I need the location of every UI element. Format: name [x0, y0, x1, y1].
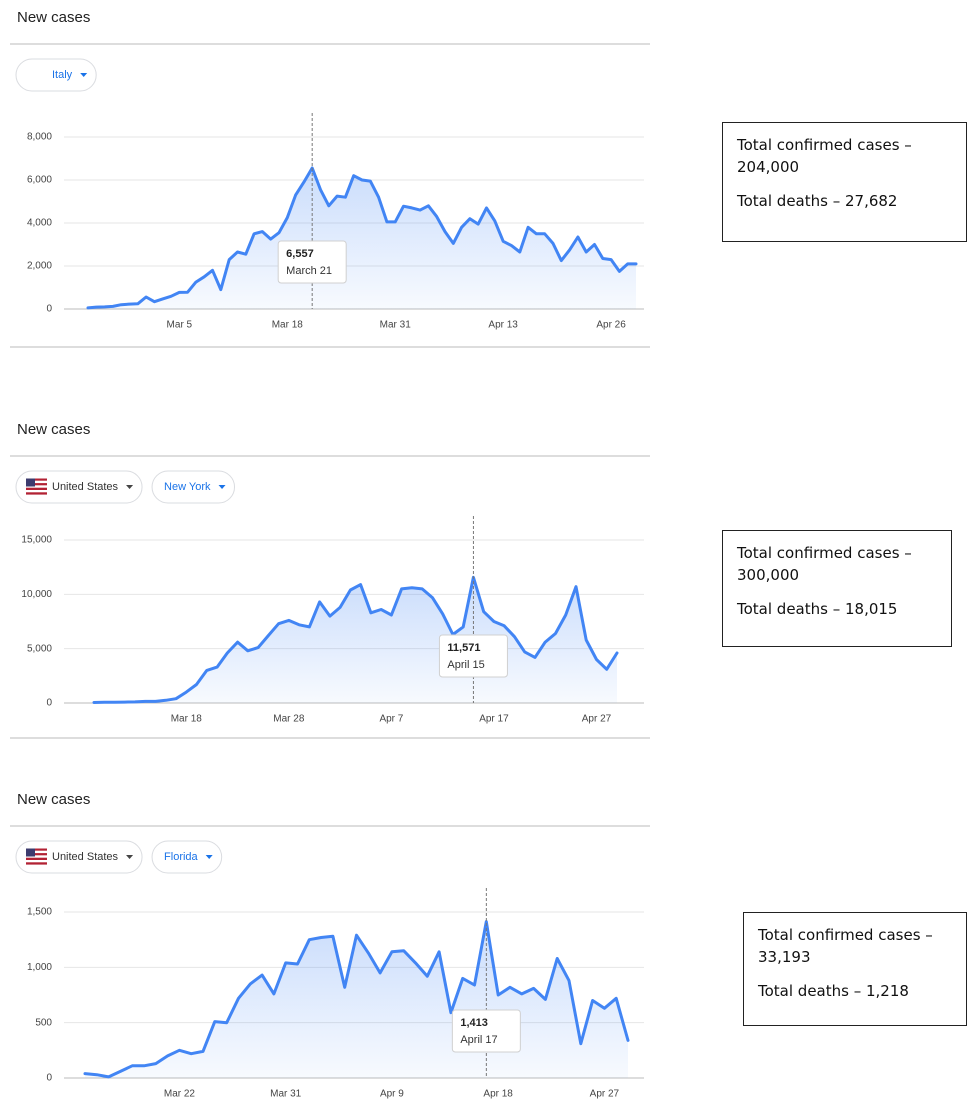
x-tick-label: Apr 27: [582, 714, 612, 725]
summary-text: Total deaths – 18,015: [737, 599, 898, 618]
chip-label: Italy: [52, 69, 73, 81]
x-tick-label: Mar 31: [270, 1089, 302, 1100]
flag: [26, 848, 47, 851]
chip-bg: [15, 840, 143, 874]
y-tick-label: 0: [46, 698, 52, 709]
x-tick-label: Apr 9: [380, 1089, 404, 1100]
x-tick-label: Mar 28: [273, 714, 305, 725]
flag: [26, 855, 47, 858]
x-tick-label: Mar 5: [167, 320, 193, 331]
line: [83, 920, 630, 1079]
flag: [26, 490, 47, 493]
chip-bg: [151, 470, 236, 504]
x-tick-label: Mar 18: [171, 714, 203, 725]
x-tick-label: Apr 18: [483, 1089, 513, 1100]
y-tick-label: 8,000: [27, 132, 52, 143]
tooltip-value: 11,571: [447, 642, 480, 654]
y-tick-label: 1,500: [27, 907, 52, 918]
flag: [26, 485, 47, 488]
y-tick-label: 10,000: [21, 589, 52, 600]
chip-arrow: [126, 855, 134, 859]
panel-title: New cases: [17, 421, 90, 438]
summary-text: Total confirmed cases – 300,000: [737, 544, 912, 584]
line: [92, 575, 619, 704]
chip-label: United States: [52, 851, 119, 863]
y-tick-label: 5,000: [27, 643, 52, 654]
flag: [26, 850, 47, 854]
y-tick-label: 0: [46, 304, 52, 315]
flag: [26, 478, 35, 487]
summary-box: Total confirmed cases – 300,000 Total dea…: [722, 530, 952, 647]
tooltip-date: April 15: [447, 659, 484, 671]
tooltip: [451, 1009, 521, 1053]
filter-chip[interactable]: New York: [151, 470, 236, 504]
summary-box: Total confirmed cases – 204,000 Total dea…: [722, 122, 967, 242]
summary-text: Total confirmed cases – 204,000: [737, 136, 912, 176]
filter-chip[interactable]: Italy: [15, 58, 97, 92]
chip-label: United States: [52, 481, 119, 493]
tooltip-value: 1,413: [460, 1017, 488, 1029]
tooltip: [438, 634, 508, 678]
y-tick-label: 0: [46, 1073, 52, 1084]
flag: [26, 483, 47, 486]
chip-arrow: [80, 73, 88, 77]
y-tick-label: 6,000: [27, 175, 52, 186]
chip-bg: [151, 840, 223, 874]
area: [88, 168, 636, 309]
line: [86, 166, 638, 310]
tooltip-date: March 21: [286, 265, 332, 277]
y-tick-label: 4,000: [27, 218, 52, 229]
tooltip-value: 6,557: [286, 248, 314, 260]
summary-text: Total deaths – 1,218: [758, 981, 909, 1000]
chip-label: Florida: [164, 851, 199, 863]
flag: [26, 848, 35, 857]
y-tick-label: 1,000: [27, 962, 52, 973]
x-tick-label: Apr 17: [479, 714, 509, 725]
panel-title: New cases: [17, 9, 90, 26]
summary-text: Total deaths – 27,682: [737, 191, 898, 210]
x-tick-label: Mar 22: [164, 1089, 196, 1100]
chip-bg: [15, 58, 97, 92]
summary-text: Total confirmed cases – 33,193: [758, 926, 933, 966]
chip-arrow: [205, 855, 213, 859]
x-tick-label: Apr 26: [596, 320, 626, 331]
y-tick-label: 500: [35, 1017, 52, 1028]
flag: [26, 478, 47, 481]
filter-chip[interactable]: United States: [15, 470, 143, 504]
tooltip-date: April 17: [460, 1034, 497, 1046]
flag: [26, 857, 47, 860]
x-tick-label: Apr 13: [488, 320, 518, 331]
filter-chip[interactable]: United States: [15, 840, 143, 874]
flag: [26, 860, 47, 863]
x-tick-label: Mar 18: [272, 320, 304, 331]
x-tick-label: Apr 27: [590, 1089, 620, 1100]
flag: [26, 853, 47, 856]
flag: [26, 480, 47, 484]
chip-bg: [15, 470, 143, 504]
chip-arrow: [218, 485, 226, 489]
area: [94, 577, 617, 703]
summary-box: Total confirmed cases – 33,193 Total deat…: [743, 912, 967, 1026]
flag: [26, 862, 47, 865]
y-tick-label: 2,000: [27, 261, 52, 272]
flag: [26, 487, 47, 490]
y-tick-label: 15,000: [21, 535, 52, 546]
x-tick-label: Mar 31: [380, 320, 412, 331]
chip-label: New York: [164, 481, 211, 493]
flag: [26, 492, 47, 495]
tooltip: [277, 240, 347, 284]
x-tick-label: Apr 7: [379, 714, 403, 725]
filter-chip[interactable]: Florida: [151, 840, 223, 874]
panel-title: New cases: [17, 791, 90, 808]
chip-arrow: [126, 485, 134, 489]
